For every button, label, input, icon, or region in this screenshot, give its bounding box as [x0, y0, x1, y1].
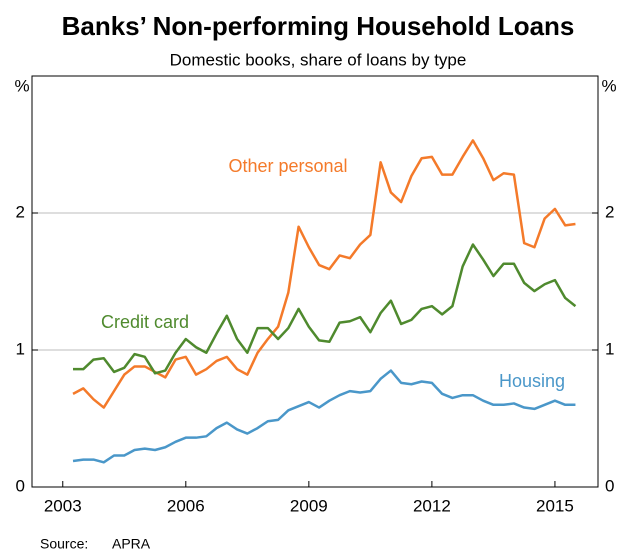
series-label: Housing: [499, 371, 565, 391]
y-tick-label: 2: [16, 202, 25, 221]
series-line: [72, 139, 576, 409]
x-tick-label: 2015: [536, 496, 574, 515]
series-line: [73, 243, 577, 375]
source: APRA: [112, 536, 151, 552]
x-tick-label: 2003: [44, 496, 82, 515]
plot-frame: [31, 75, 599, 488]
series-line: [72, 369, 576, 464]
y-tick-label: 1: [605, 339, 614, 358]
y-tick-label: 0: [605, 476, 614, 495]
chart-subtitle: Domestic books, share of loans by type: [170, 50, 467, 69]
y-tick-label: 0: [16, 476, 25, 495]
y-unit-left: %: [14, 76, 29, 95]
x-tick-label: 2012: [413, 496, 451, 515]
y-tick-label: 2: [605, 202, 614, 221]
x-tick-label: 2006: [167, 496, 205, 515]
series-label: Credit card: [101, 312, 189, 332]
y-tick-label: 1: [16, 339, 25, 358]
series-label: Other personal: [228, 156, 347, 176]
source-label: Source:: [40, 536, 88, 552]
x-tick-label: 2009: [290, 496, 328, 515]
chart-title: Banks’ Non-performing Household Loans: [62, 11, 575, 41]
y-unit-right: %: [601, 76, 616, 95]
